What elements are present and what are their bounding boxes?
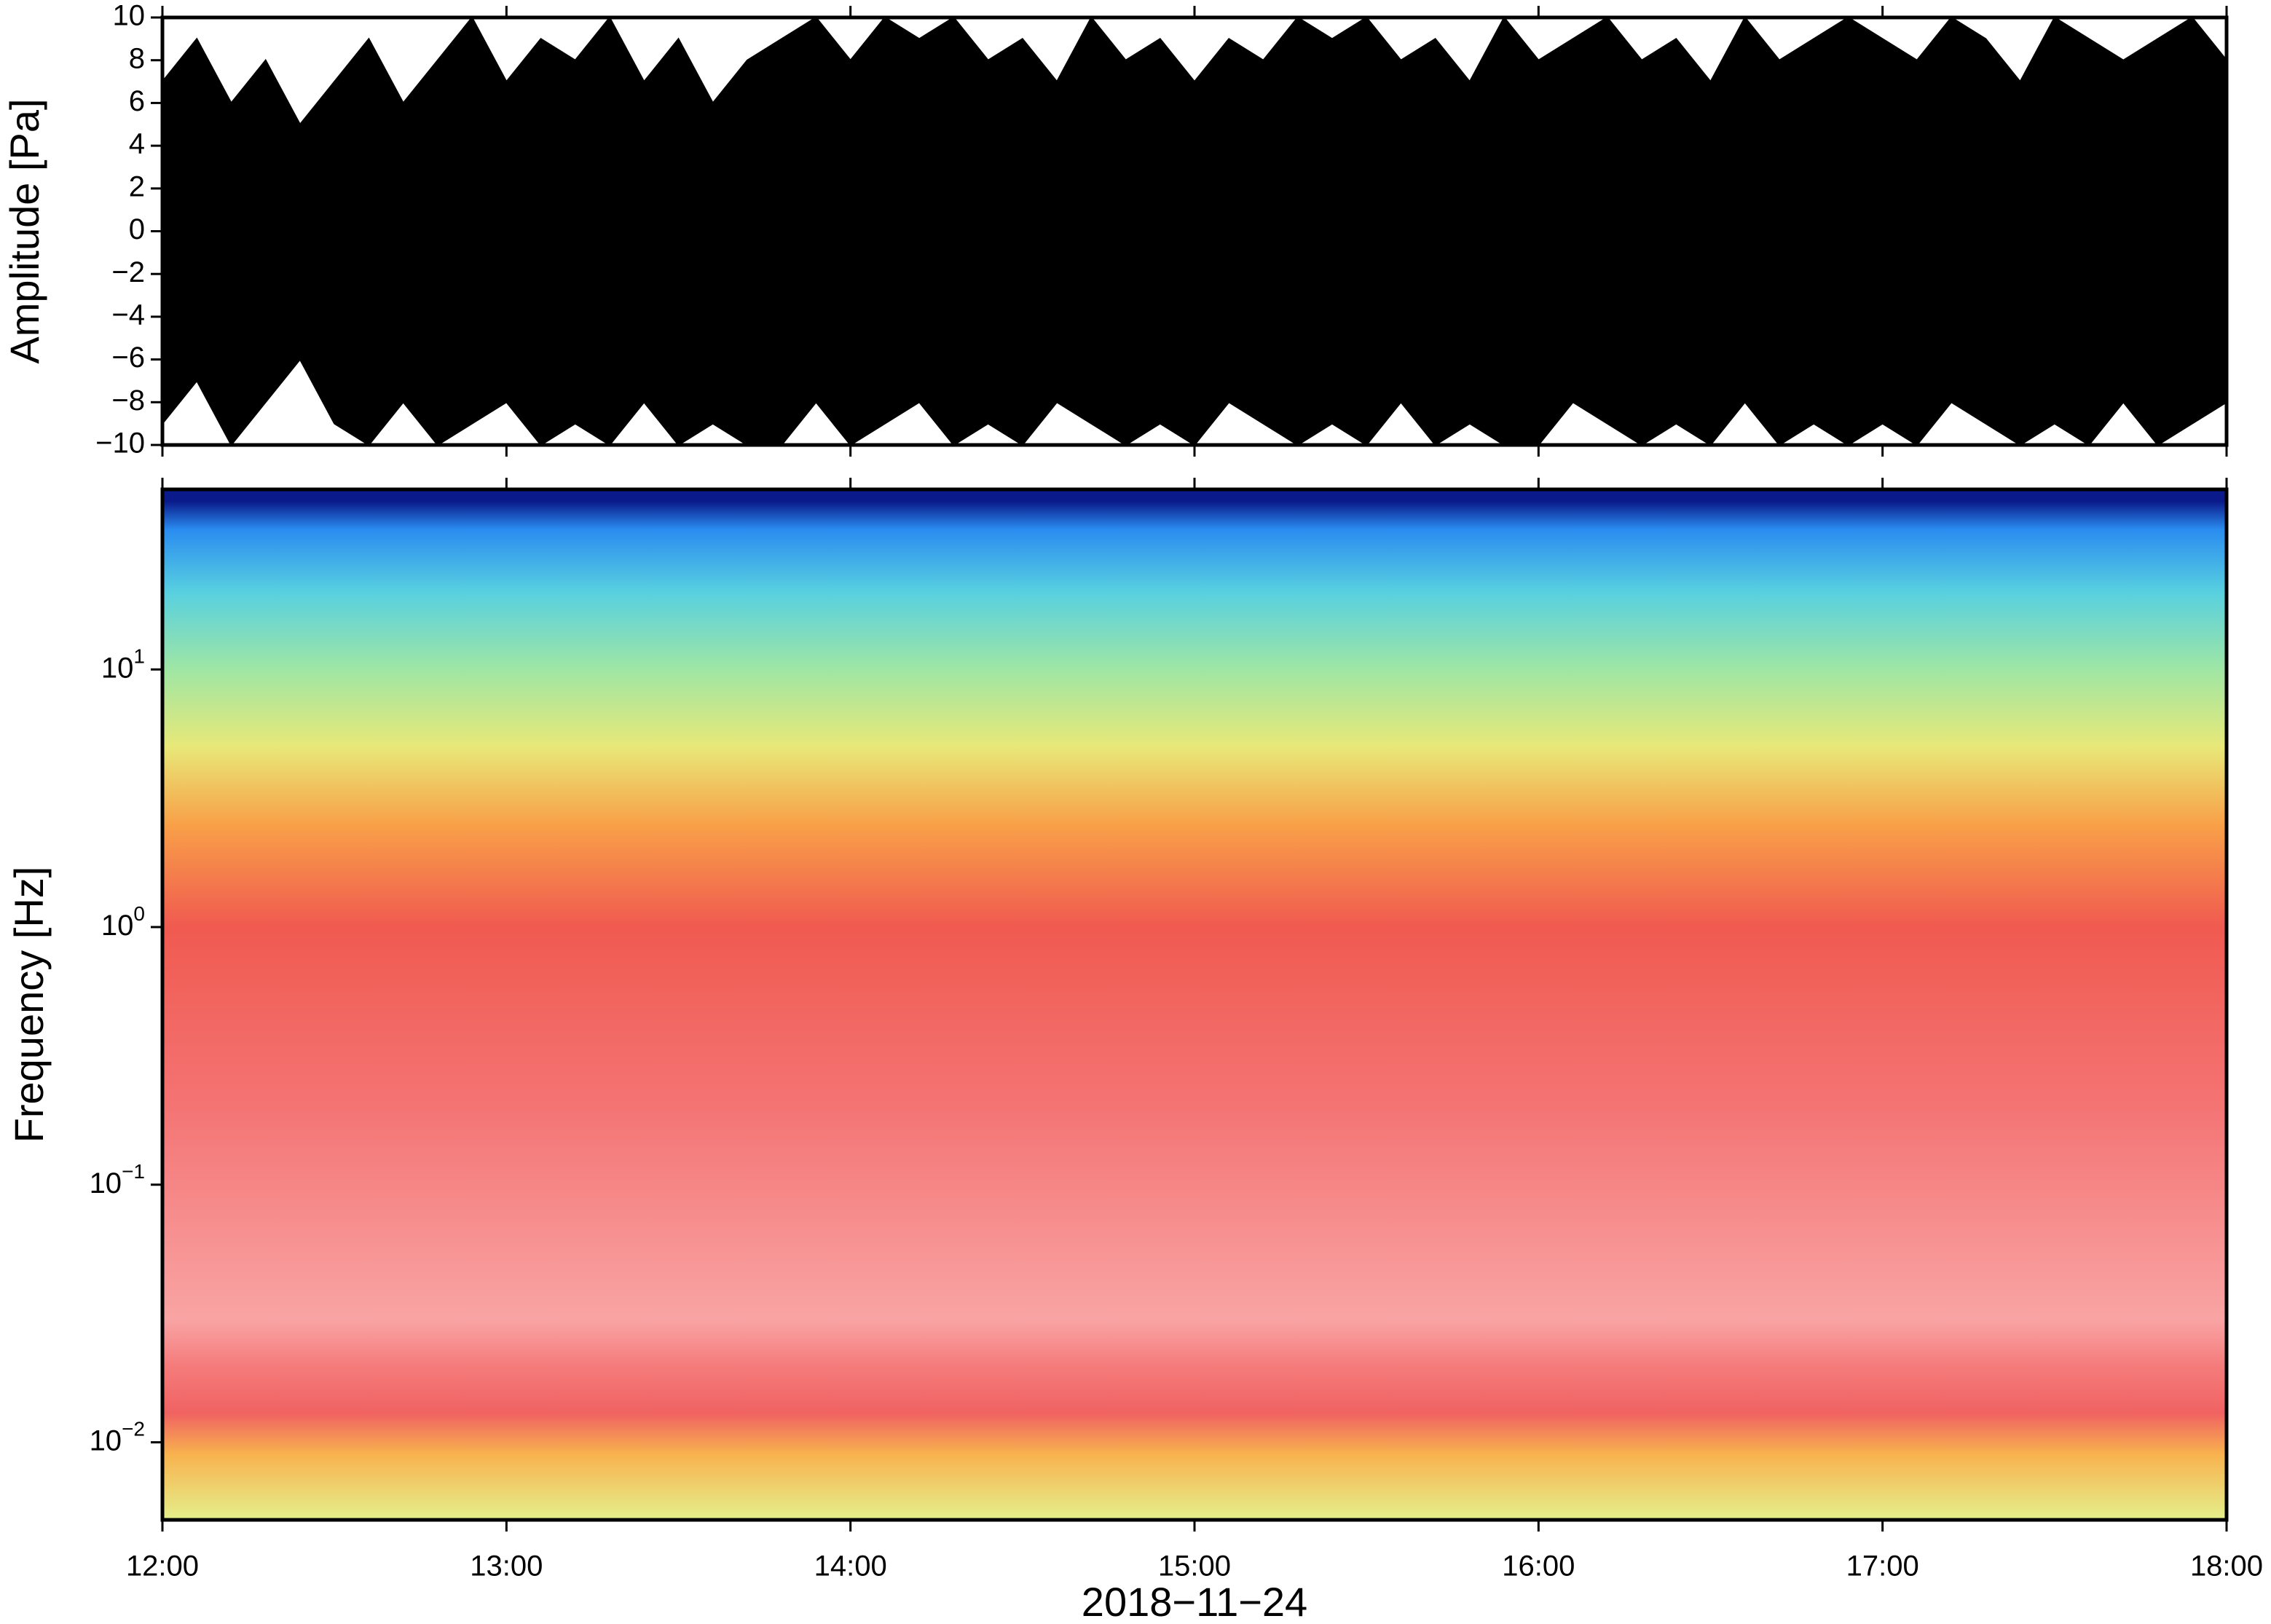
waveform-envelope (162, 230, 2227, 445)
y-tick-base: 10 (101, 910, 134, 942)
y-tick-label: 4 (129, 128, 145, 160)
spectrogram-band (162, 1365, 2227, 1414)
x-tick-label: 15:00 (1158, 1550, 1231, 1582)
waveform (162, 17, 2227, 445)
y-tick-label: −8 (111, 385, 145, 417)
y-tick-label: 8 (129, 42, 145, 74)
y-tick-label: 2 (129, 170, 145, 202)
y-tick-label: 0 (129, 213, 145, 245)
spectrogram-band (162, 1319, 2227, 1365)
y-tick-label: 10 (113, 0, 146, 32)
x-axis-label: 2018−11−24 (1082, 1579, 1307, 1624)
y-tick-exponent: 0 (133, 902, 145, 925)
y-tick-label: 101 (101, 645, 145, 684)
y-tick-label: −4 (111, 299, 145, 331)
spectrogram-band (162, 501, 2227, 530)
y-tick-label: −6 (111, 342, 145, 374)
y-tick-label: 6 (129, 85, 145, 117)
spectrogram-band (162, 591, 2227, 670)
y-axis-label: Frequency [Hz] (6, 867, 52, 1143)
y-tick-label: 100 (101, 902, 145, 941)
x-tick-label: 17:00 (1846, 1550, 1919, 1582)
x-tick-label: 12:00 (126, 1550, 199, 1582)
spectrogram-band (162, 529, 2227, 593)
y-tick-label: −10 (95, 427, 145, 460)
y-tick-exponent: −1 (122, 1160, 145, 1183)
x-tick-label: 14:00 (814, 1550, 887, 1582)
y-tick-exponent: −2 (122, 1418, 145, 1440)
x-tick-label: 16:00 (1502, 1550, 1575, 1582)
spectrogram-band (162, 1413, 2227, 1455)
waveform-envelope (162, 17, 2227, 232)
x-tick-label: 13:00 (470, 1550, 543, 1582)
y-tick-base: 10 (101, 652, 134, 684)
spectrogram-band (162, 824, 2227, 928)
y-axis-label: Amplitude [Pa] (1, 98, 47, 363)
y-tick-label: 10−2 (90, 1418, 145, 1457)
spectrogram-band (162, 927, 2227, 1108)
spectrogram-band (162, 669, 2227, 748)
y-tick-label: −2 (111, 256, 145, 288)
y-tick-exponent: 1 (133, 645, 145, 668)
x-tick-label: 18:00 (2190, 1550, 2263, 1582)
spectrogram-band (162, 746, 2227, 825)
spectrogram-band (162, 1107, 2227, 1320)
y-tick-base: 10 (90, 1424, 122, 1457)
spectrogram-band (162, 489, 2227, 502)
y-tick-base: 10 (90, 1167, 122, 1199)
y-tick-label: 10−1 (90, 1160, 145, 1199)
spectrogram-band (162, 1454, 2227, 1521)
